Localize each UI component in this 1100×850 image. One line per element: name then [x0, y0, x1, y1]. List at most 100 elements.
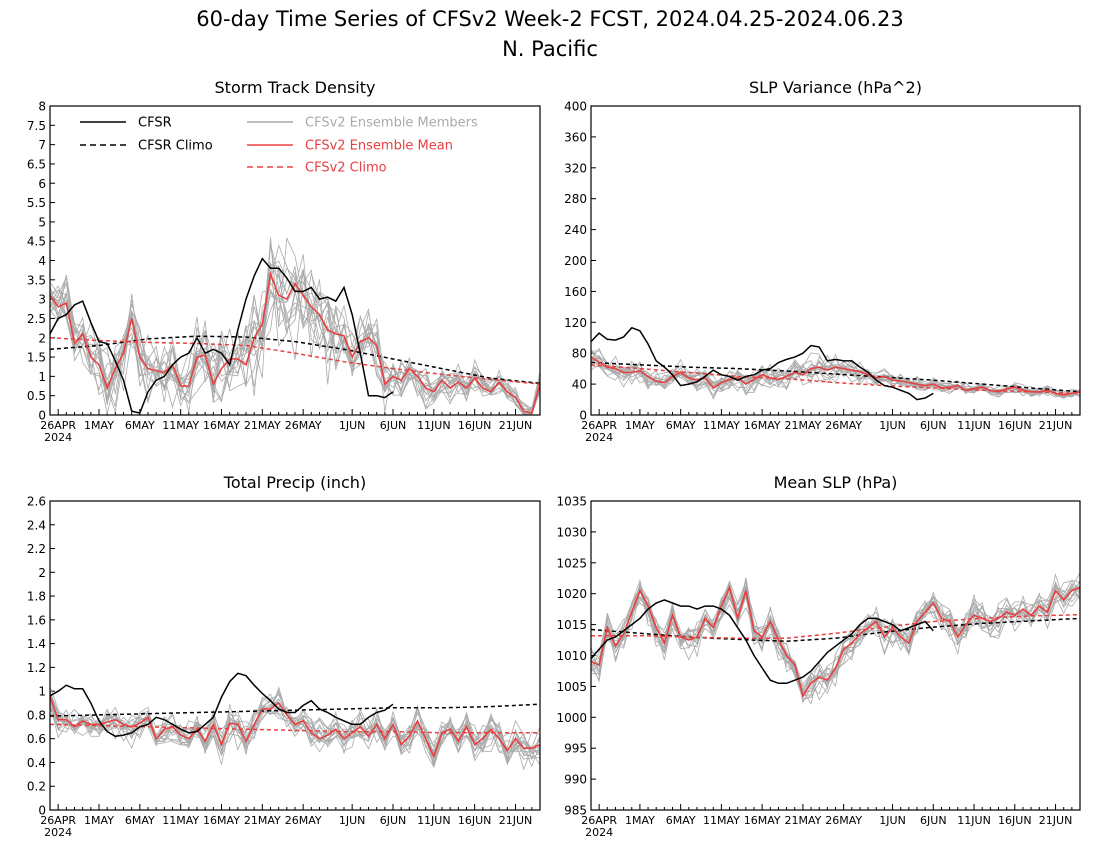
- y-tick-label: 0.2: [27, 780, 46, 794]
- x-tick-label: 11JUN: [417, 419, 451, 432]
- y-tick-label: 2.5: [27, 312, 46, 326]
- ensemble-mean-line: [590, 356, 1081, 396]
- x-tick-label: 21MAY: [784, 814, 821, 827]
- x-tick-label: 16JUN: [458, 814, 492, 827]
- y-tick-label: 0: [38, 804, 46, 818]
- y-tick-label: 0: [38, 409, 46, 423]
- legend-label: CFSv2 Climo: [305, 161, 387, 176]
- ensemble-member-line: [590, 579, 1081, 701]
- cfsr-line: [49, 257, 394, 414]
- cfsv2-climo-line: [49, 337, 541, 385]
- y-tick-label: 985: [564, 804, 587, 818]
- x-tick-label: 6MAY: [666, 814, 696, 827]
- y-tick-label: 1030: [556, 525, 587, 539]
- y-tick-label: 40: [572, 378, 587, 392]
- x-tick-label: 16JUN: [998, 814, 1032, 827]
- ensemble-members: [590, 572, 1081, 705]
- ensemble-member-line: [590, 578, 1081, 696]
- y-tick-label: 2.4: [27, 518, 46, 532]
- y-tick-label: 6: [38, 177, 46, 191]
- x-tick-label: 16JUN: [998, 419, 1032, 432]
- y-tick-label: 2: [38, 566, 46, 580]
- y-tick-label: 0: [579, 409, 587, 423]
- y-tick-label: 160: [564, 285, 587, 299]
- y-tick-label: 5.5: [27, 196, 46, 210]
- x-tick-label: 11MAY: [162, 419, 199, 432]
- ensemble-member-line: [49, 264, 541, 409]
- x-tick-label: 26APR: [581, 814, 617, 827]
- ensemble-member-line: [49, 285, 541, 416]
- x-tick-label: 6JUN: [380, 814, 407, 827]
- x-tick-label: 6MAY: [125, 814, 155, 827]
- cfsv2-climo-line: [49, 723, 540, 734]
- figure-subtitle: N. Pacific: [502, 37, 598, 61]
- panel-title: Total Precip (inch): [223, 473, 366, 492]
- cfsr-climo-line: [49, 335, 541, 385]
- ensemble-member-line: [49, 697, 541, 759]
- y-tick-label: 1: [38, 685, 46, 699]
- panel-3: Total Precip (inch) 0 0.2 0.4 0.6 0.8 1 1.2 1.4 1…: [27, 473, 541, 839]
- panel-title: Storm Track Density: [215, 78, 376, 97]
- x-tick-label: 26MAY: [825, 814, 862, 827]
- x-tick-label: 16JUN: [458, 419, 492, 432]
- cfsr-line: [590, 599, 934, 685]
- panel-title: SLP Variance (hPa^2): [749, 78, 922, 97]
- x-tick-label: 6JUN: [380, 419, 407, 432]
- y-tick-label: 80: [572, 347, 587, 361]
- x-tick-label: 21MAY: [244, 419, 281, 432]
- x-tick-label: 21JUN: [1039, 419, 1073, 432]
- x-tick-label: 1MAY: [625, 814, 655, 827]
- legend-label: CFSR: [138, 116, 172, 131]
- y-tick-label: 1020: [556, 587, 587, 601]
- cfsr-climo-line: [49, 703, 541, 717]
- ensemble-member-line: [49, 706, 541, 759]
- y-tick-label: 1010: [556, 649, 587, 663]
- cfsr-climo-line: [590, 361, 1081, 393]
- legend-label: CFSR Climo: [138, 139, 213, 154]
- y-tick-label: 0.6: [27, 732, 46, 746]
- x-tick-label: 16MAY: [203, 814, 240, 827]
- y-tick-label: 6.5: [27, 157, 46, 171]
- panel-1: Storm Track Density 0 0.5 1 1.5 2 2.5 3 3.5 4 4.5 5…: [27, 78, 541, 444]
- x-tick-label: 6MAY: [666, 419, 696, 432]
- x-year-label: 2024: [585, 431, 613, 444]
- y-tick-label: 1005: [556, 680, 587, 694]
- y-tick-label: 4: [38, 254, 46, 268]
- y-tick-label: 1.6: [27, 613, 46, 627]
- x-tick-label: 1JUN: [879, 419, 906, 432]
- figure-title: 60-day Time Series of CFSv2 Week-2 FCST,…: [196, 7, 903, 31]
- ensemble-mean-line: [49, 270, 541, 415]
- ensemble-members: [49, 236, 541, 416]
- cfsv2-climo-line: [590, 364, 1081, 395]
- y-tick-label: 5: [38, 215, 46, 229]
- ensemble-member-line: [49, 268, 541, 416]
- cfsr-line: [49, 672, 394, 738]
- y-tick-label: 7: [38, 138, 46, 152]
- x-tick-label: 26APR: [40, 419, 76, 432]
- x-tick-label: 16MAY: [203, 419, 240, 432]
- y-tick-label: 1035: [556, 495, 587, 509]
- x-tick-label: 11JUN: [957, 814, 991, 827]
- y-tick-label: 7.5: [27, 119, 46, 133]
- y-tick-label: 2.6: [27, 495, 46, 509]
- y-tick-label: 0.8: [27, 708, 46, 722]
- y-tick-label: 1025: [556, 556, 587, 570]
- panel-4: Mean SLP (hPa) 985 990 995 1000 1005 1010 1015 1…: [556, 473, 1081, 839]
- x-tick-label: 1MAY: [84, 419, 114, 432]
- legend-label: CFSv2 Ensemble Mean: [305, 139, 453, 154]
- ensemble-member-line: [590, 580, 1081, 695]
- ensemble-mean-line: [49, 695, 541, 759]
- x-year-label: 2024: [44, 431, 72, 444]
- y-tick-label: 3: [38, 293, 46, 307]
- y-tick-label: 1.5: [27, 351, 46, 365]
- y-tick-label: 320: [564, 161, 587, 175]
- y-tick-label: 1.8: [27, 590, 46, 604]
- ensemble-member-line: [49, 267, 541, 415]
- x-year-label: 2024: [44, 826, 72, 839]
- x-tick-label: 11JUN: [417, 814, 451, 827]
- x-tick-label: 1JUN: [879, 814, 906, 827]
- x-tick-label: 21JUN: [499, 814, 533, 827]
- ensemble-member-line: [49, 700, 541, 766]
- cfsr-climo-line: [590, 617, 1081, 643]
